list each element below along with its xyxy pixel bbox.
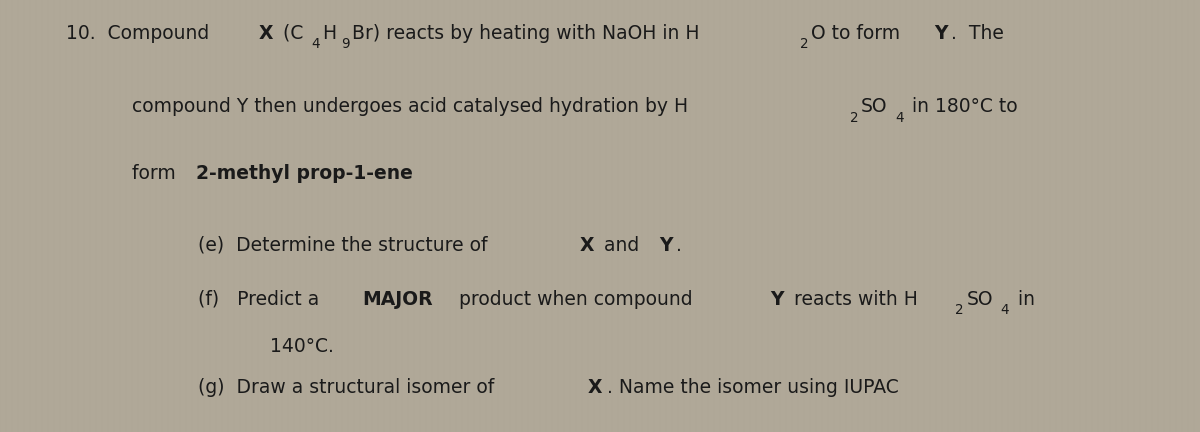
Text: compound Y then undergoes acid catalysed hydration by H: compound Y then undergoes acid catalysed…	[132, 97, 688, 116]
Text: 4: 4	[895, 111, 904, 125]
Text: SO: SO	[966, 289, 992, 308]
Text: MAJOR: MAJOR	[362, 289, 433, 308]
Text: in: in	[1012, 289, 1034, 308]
Text: reacts with H: reacts with H	[787, 289, 918, 308]
Text: X: X	[588, 378, 602, 397]
Text: 140°C.: 140°C.	[270, 337, 334, 356]
Text: (g)  Draw a structural isomer of: (g) Draw a structural isomer of	[198, 378, 500, 397]
Text: 4: 4	[311, 38, 320, 51]
Text: .  The: . The	[952, 24, 1004, 43]
Text: and: and	[598, 235, 646, 254]
Text: . Name the isomer using IUPAC: . Name the isomer using IUPAC	[607, 378, 899, 397]
Text: 2: 2	[800, 38, 809, 51]
Text: in 180°C to: in 180°C to	[906, 97, 1018, 116]
Text: H: H	[323, 24, 336, 43]
Text: 9: 9	[341, 38, 349, 51]
Text: SO: SO	[860, 97, 887, 116]
Text: (e)  Determine the structure of: (e) Determine the structure of	[198, 235, 493, 254]
Text: Br) reacts by heating with NaOH in H: Br) reacts by heating with NaOH in H	[352, 24, 700, 43]
Text: O to form: O to form	[811, 24, 906, 43]
Text: 10.  Compound: 10. Compound	[66, 24, 215, 43]
Text: X: X	[258, 24, 274, 43]
Text: product when compound: product when compound	[454, 289, 698, 308]
Text: Y: Y	[934, 24, 948, 43]
Text: X: X	[580, 235, 594, 254]
Text: 2: 2	[955, 303, 964, 317]
Text: (f)   Predict a: (f) Predict a	[198, 289, 325, 308]
Text: (C: (C	[277, 24, 304, 43]
Text: form: form	[132, 164, 181, 183]
Text: 2: 2	[850, 111, 858, 125]
Text: .: .	[677, 235, 683, 254]
Text: 4: 4	[1001, 303, 1009, 317]
Text: 2-methyl prop-1-ene: 2-methyl prop-1-ene	[196, 164, 413, 183]
Text: Y: Y	[659, 235, 672, 254]
Text: Y: Y	[770, 289, 784, 308]
